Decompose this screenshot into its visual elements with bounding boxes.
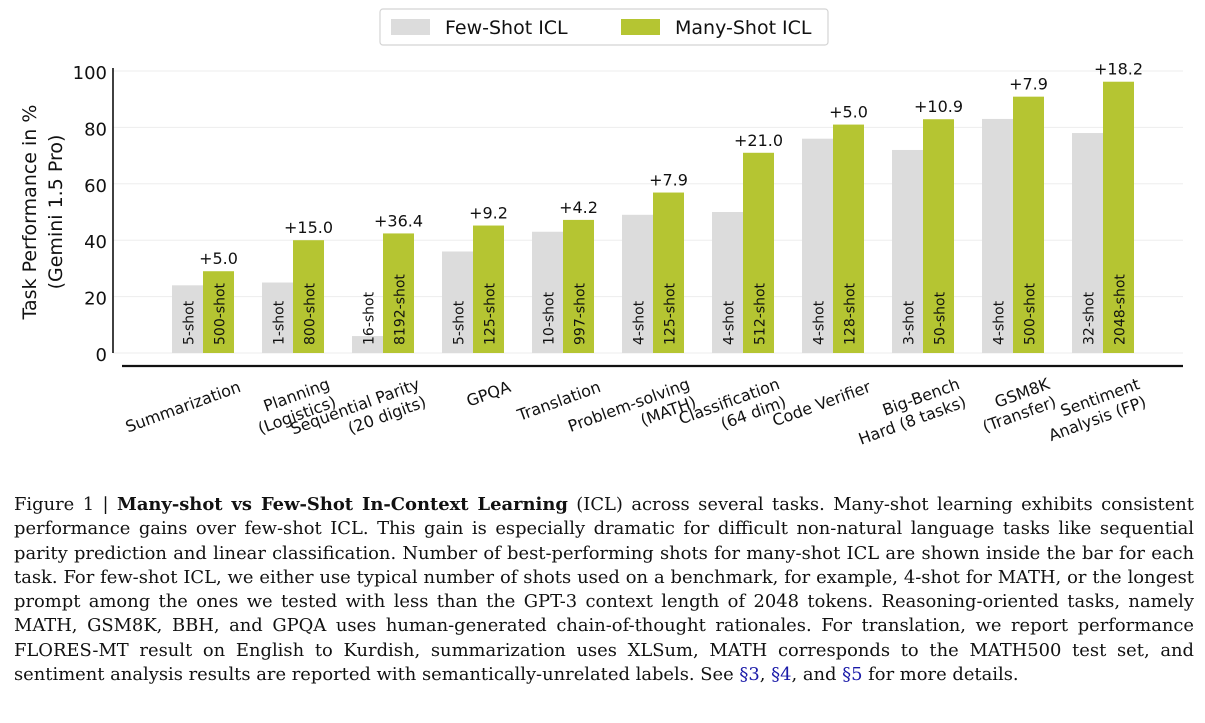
many-shot-bar xyxy=(1103,81,1134,353)
shot-label: 32-shot xyxy=(1082,291,1098,345)
legend-swatch xyxy=(391,19,430,35)
few-shot-bar xyxy=(622,214,653,353)
shot-label: 125-shot xyxy=(663,282,679,345)
gain-label: +5.0 xyxy=(199,249,238,268)
bar-chart: 0 20 40 60 80 100 Task Performance in % (Gemini… xyxy=(19,8,1183,449)
shot-label: 4-shot xyxy=(992,300,1008,345)
section-5-link[interactable]: §5 xyxy=(842,664,863,686)
few-shot-bar xyxy=(262,282,293,353)
legend-swatch xyxy=(621,19,660,35)
many-shot-bar xyxy=(563,219,594,353)
gain-label: +21.0 xyxy=(734,131,783,150)
shot-label: 16-shot xyxy=(362,291,378,345)
figure-label: Figure 1 | xyxy=(14,494,118,515)
y-tick-label: 0 xyxy=(96,345,107,366)
figure-title: Many-shot vs Few-Shot In-Context Learnin… xyxy=(117,494,568,515)
shot-label: 4-shot xyxy=(632,300,648,345)
caption-separator: , xyxy=(759,664,772,686)
many-shot-bar xyxy=(293,240,324,353)
legend-label: Few-Shot ICL xyxy=(445,17,568,39)
shot-label: 5-shot xyxy=(452,300,468,345)
y-axis-title: Task Performance in % xyxy=(19,105,41,321)
gain-label: +5.0 xyxy=(829,103,868,122)
shot-label: 4-shot xyxy=(722,300,738,345)
many-shot-bar xyxy=(833,124,864,353)
many-shot-bar xyxy=(653,192,684,353)
section-3-link[interactable]: §3 xyxy=(739,664,760,686)
y-tick-label: 80 xyxy=(84,119,107,140)
few-shot-bar xyxy=(172,285,203,353)
few-shot-bar xyxy=(892,149,923,353)
few-shot-bar xyxy=(442,251,473,353)
x-tick-label: Classification(64 dim) xyxy=(676,374,788,433)
y-tick-label: 60 xyxy=(84,176,107,197)
shot-label: 8192-shot xyxy=(393,274,409,345)
shot-label: 512-shot xyxy=(753,282,769,345)
x-tick-label: Summarization xyxy=(123,377,243,436)
many-shot-bar xyxy=(383,233,414,353)
caption-body: (ICL) across several tasks. Many-shot le… xyxy=(14,494,1194,686)
x-tick-label: GPQA xyxy=(464,377,513,410)
shot-label: 500-shot xyxy=(1023,282,1039,345)
y-tick-label: 40 xyxy=(84,232,107,253)
shot-label: 3-shot xyxy=(902,300,918,345)
caption-tail: for more details. xyxy=(862,664,1019,686)
few-shot-bar xyxy=(532,231,563,353)
gain-label: +9.2 xyxy=(469,204,508,223)
shot-label: 997-shot xyxy=(573,282,589,345)
figure-caption: Figure 1 | Many-shot vs Few-Shot In-Cont… xyxy=(14,493,1194,687)
many-shot-bar xyxy=(743,152,774,353)
shot-label: 500-shot xyxy=(213,282,229,345)
few-shot-bar xyxy=(352,336,383,353)
few-shot-bar xyxy=(712,212,743,353)
gain-label: +15.0 xyxy=(284,218,333,237)
shot-label: 1-shot xyxy=(272,300,288,345)
many-shot-bar xyxy=(203,271,234,353)
few-shot-bar xyxy=(982,118,1013,353)
shot-label: 50-shot xyxy=(933,291,949,345)
legend-box xyxy=(379,8,829,46)
shot-label: 125-shot xyxy=(483,282,499,345)
many-shot-bar xyxy=(473,225,504,353)
caption-separator: , and xyxy=(791,664,843,686)
section-4-link[interactable]: §4 xyxy=(771,664,792,686)
many-shot-bar xyxy=(923,119,954,353)
legend-label: Many-Shot ICL xyxy=(675,17,812,39)
gain-label: +10.9 xyxy=(914,97,963,116)
few-shot-bar xyxy=(802,138,833,353)
x-tick-label-line: GPQA xyxy=(464,377,513,410)
many-shot-bar xyxy=(1013,96,1044,354)
shot-label: 5-shot xyxy=(182,300,198,345)
figure-1: 0 20 40 60 80 100 Task Performance in % (Gemini… xyxy=(19,8,1183,449)
y-tick-label: 20 xyxy=(84,289,107,310)
gain-label: +4.2 xyxy=(559,198,598,217)
shot-label: 128-shot xyxy=(843,282,859,345)
y-axis-title: (Gemini 1.5 Pro) xyxy=(45,135,67,290)
y-tick-label: 100 xyxy=(73,63,107,84)
gain-label: +7.9 xyxy=(649,171,688,190)
gain-label: +18.2 xyxy=(1094,60,1143,79)
shot-label: 800-shot xyxy=(303,282,319,345)
shot-label: 4-shot xyxy=(812,300,828,345)
few-shot-bar xyxy=(1072,133,1103,353)
gain-label: +36.4 xyxy=(374,211,423,230)
shot-label: 10-shot xyxy=(542,291,558,345)
gain-label: +7.9 xyxy=(1009,75,1048,94)
x-tick-label-line: Summarization xyxy=(123,377,243,436)
shot-label: 2048-shot xyxy=(1113,274,1129,345)
